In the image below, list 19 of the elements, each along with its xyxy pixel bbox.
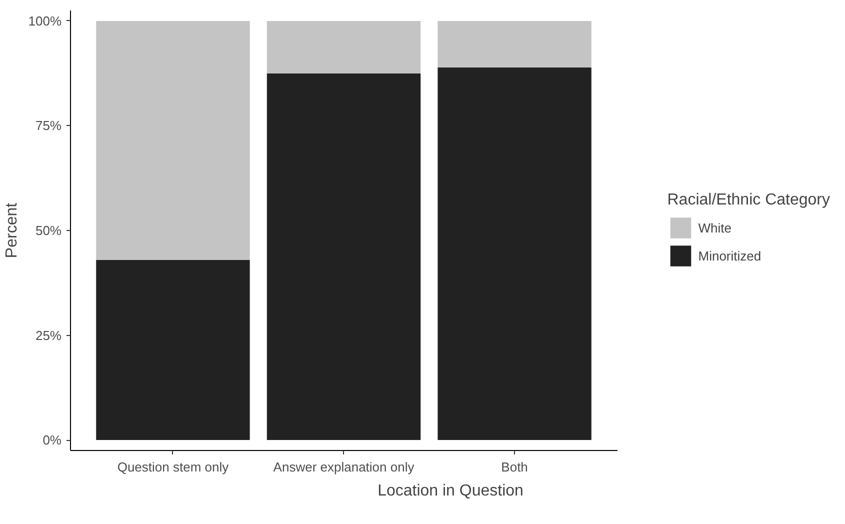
bar: [266, 20, 421, 74]
bar: [96, 260, 250, 440]
x-tick-label: Question stem only: [117, 460, 230, 474]
y-tick-label: 100%: [28, 13, 62, 28]
bar: [438, 20, 592, 68]
legend-label: White: [698, 220, 732, 235]
legend-label: Minoritized: [698, 248, 762, 263]
x-axis-title: Location in Question: [378, 482, 524, 500]
bar: [96, 20, 250, 260]
y-tick-label: 25%: [35, 328, 62, 343]
legend-title: Racial/Ethnic Category: [667, 192, 830, 210]
bar: [438, 67, 592, 440]
bar: [266, 73, 421, 440]
x-tick-label: Answer explanation only: [273, 460, 415, 474]
y-tick-label: 75%: [35, 118, 62, 134]
y-tick-label: 0%: [42, 432, 62, 448]
y-tick-label: 50%: [35, 223, 62, 238]
x-tick-label: Both: [501, 460, 528, 474]
y-axis-title: Percent: [3, 202, 20, 258]
